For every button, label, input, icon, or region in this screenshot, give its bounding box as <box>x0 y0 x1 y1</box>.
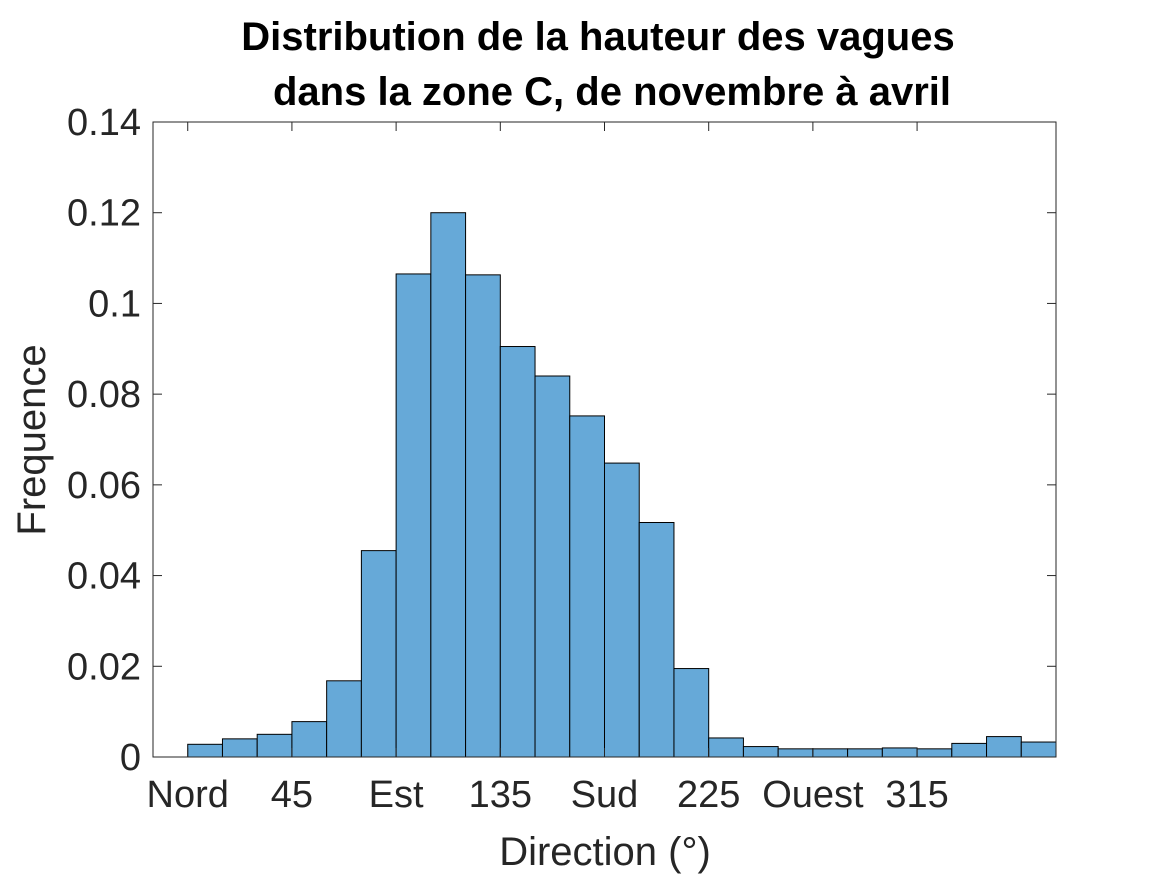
histogram-bar <box>673 668 710 758</box>
histogram-bar <box>187 743 223 758</box>
histogram-bar <box>1020 741 1057 758</box>
x-tick-label: 135 <box>469 774 532 816</box>
y-tick-label: 0.1 <box>88 283 141 325</box>
histogram-bar <box>465 274 501 758</box>
y-tick-label: 0.02 <box>67 646 141 688</box>
histogram-bar <box>638 522 675 758</box>
x-axis-label: Direction (°) <box>499 830 711 874</box>
y-tick-label: 0 <box>120 737 141 779</box>
x-tick-label: 315 <box>885 774 948 816</box>
y-tick-label: 0.08 <box>67 374 141 416</box>
histogram-bar <box>221 738 258 758</box>
histogram-bar <box>326 680 362 758</box>
histogram-bar <box>360 550 397 758</box>
histogram-bar <box>847 748 883 758</box>
y-tick-label: 0.12 <box>67 193 141 235</box>
histogram-bar <box>986 736 1022 758</box>
histogram-bar <box>430 212 467 758</box>
x-tick-label: 45 <box>271 774 313 816</box>
x-ticks-group: Nord 45 Est 135 Sud 225 Ouest 315 <box>147 122 949 816</box>
histogram-bar <box>951 742 988 758</box>
histogram-bar <box>604 462 640 758</box>
histogram-bar <box>708 737 744 758</box>
y-axis-label: Frequence <box>10 344 54 535</box>
x-tick-label: Ouest <box>762 774 864 816</box>
histogram-bar <box>569 415 605 758</box>
histogram-bar <box>742 746 779 758</box>
y-tick-label: 0.06 <box>67 465 141 507</box>
y-tick-label: 0.14 <box>67 102 141 144</box>
y-ticks-group: 0 0.02 0.04 0.06 0.08 0.1 0.12 0.14 <box>67 102 1056 779</box>
bars-group <box>187 212 1057 758</box>
histogram-bar <box>534 375 571 758</box>
x-tick-label: Est <box>369 774 424 816</box>
histogram-bar <box>777 748 814 758</box>
histogram-bar <box>291 721 328 758</box>
x-tick-label: Nord <box>147 774 229 816</box>
x-tick-label: Sud <box>571 774 639 816</box>
y-tick-label: 0.04 <box>67 556 141 598</box>
histogram-bar <box>395 273 432 758</box>
histogram-bar <box>812 748 849 758</box>
chart-title-line-1: Distribution de la hauteur des vagues <box>241 15 954 59</box>
histogram-bar <box>256 733 293 758</box>
histogram-bar <box>499 346 536 758</box>
histogram-bar <box>916 748 953 758</box>
x-tick-label: 225 <box>677 774 740 816</box>
chart-title-line-2: dans la zone C, de novembre à avril <box>273 70 951 114</box>
histogram-bar <box>881 747 918 758</box>
